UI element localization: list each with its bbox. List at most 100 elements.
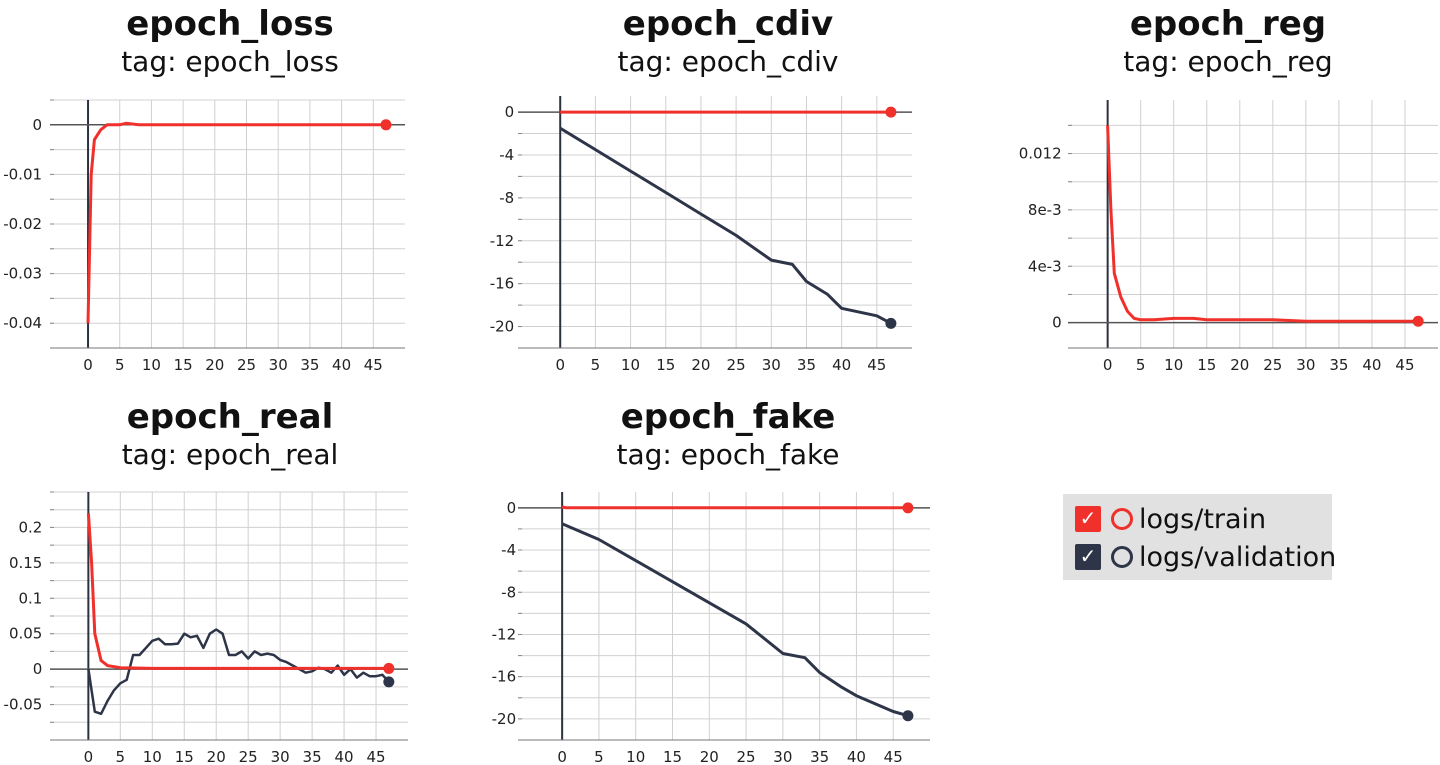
series-line-logs-train [86, 121, 386, 324]
chart-subtitle: tag: epoch_reg [1123, 45, 1332, 78]
legend-panel: ✓ logs/train ✓ logs/validation [1063, 494, 1336, 580]
x-tick-label: 10 [143, 748, 162, 765]
x-tick-label: 25 [1263, 356, 1282, 374]
chart-subtitle: tag: epoch_real [122, 438, 339, 471]
y-tick-label: -16 [490, 275, 515, 293]
x-tick-label: 15 [663, 748, 682, 765]
x-tick-label: 0 [83, 356, 93, 374]
x-tick-label: 40 [332, 356, 351, 374]
series-end-marker [1412, 315, 1424, 327]
y-tick-label: 0 [32, 116, 42, 134]
y-tick-label: 0 [1052, 314, 1062, 332]
x-tick-label: 15 [174, 356, 193, 374]
series-end-marker [383, 676, 395, 688]
legend-label-validation: logs/validation [1139, 541, 1337, 573]
y-tick-label: -8 [499, 189, 514, 207]
train-series-ring-icon [1111, 508, 1133, 530]
chart-subtitle: tag: epoch_fake [617, 438, 840, 471]
y-tick-label: 0.15 [9, 554, 42, 572]
y-tick-label: 0 [33, 660, 43, 678]
x-tick-label: 40 [847, 748, 866, 765]
y-tick-label: -12 [490, 232, 515, 250]
x-tick-label: 30 [762, 356, 781, 374]
series-end-marker [380, 119, 392, 131]
checkbox-validation[interactable]: ✓ [1075, 544, 1101, 570]
x-tick-label: 5 [116, 748, 126, 765]
y-tick-label: 8e-3 [1028, 201, 1062, 219]
chart-subtitle: tag: epoch_loss [121, 45, 339, 78]
legend-label-train: logs/train [1139, 503, 1267, 535]
y-tick-label: -8 [501, 583, 516, 601]
y-tick-label: -0.02 [3, 215, 42, 233]
x-tick-label: 45 [364, 356, 383, 374]
x-tick-label: 15 [175, 748, 194, 765]
y-tick-label: 4e-3 [1028, 257, 1062, 275]
x-tick-label: 25 [239, 748, 258, 765]
x-tick-label: 30 [269, 356, 288, 374]
x-tick-label: 10 [626, 748, 645, 765]
series-line-logs-validation [559, 126, 892, 325]
series-line-logs-train [86, 513, 389, 670]
x-tick-label: 15 [1197, 356, 1216, 374]
x-tick-label: 20 [700, 748, 719, 765]
chart-subtitle: tag: epoch_cdiv [617, 45, 838, 78]
x-tick-label: 5 [594, 748, 604, 765]
series-line-logs-train [1106, 125, 1419, 323]
y-tick-label: -0.03 [3, 265, 42, 283]
x-tick-label: 20 [1230, 356, 1249, 374]
chart-title: epoch_fake [621, 397, 836, 437]
x-tick-label: 0 [555, 356, 565, 374]
x-tick-label: 0 [1103, 356, 1113, 374]
checkbox-train[interactable]: ✓ [1075, 506, 1101, 532]
x-tick-label: 45 [366, 748, 385, 765]
x-tick-label: 30 [773, 748, 792, 765]
y-tick-label: -20 [490, 318, 515, 336]
x-tick-label: 10 [621, 356, 640, 374]
y-tick-label: -20 [492, 710, 517, 728]
x-tick-label: 5 [115, 356, 125, 374]
chart-title: epoch_real [127, 397, 334, 437]
series-line-logs-validation [561, 522, 909, 718]
x-tick-label: 45 [1395, 356, 1414, 374]
y-tick-label: 0.1 [18, 589, 42, 607]
y-tick-label: 0.2 [18, 518, 42, 536]
x-tick-label: 45 [884, 748, 903, 765]
x-tick-label: 35 [303, 748, 322, 765]
chart-title: epoch_cdiv [623, 4, 833, 44]
x-tick-label: 0 [557, 748, 567, 765]
validation-series-ring-icon [1111, 546, 1133, 568]
series-end-marker [902, 710, 914, 722]
x-tick-label: 20 [691, 356, 710, 374]
y-tick-label: 0 [505, 103, 515, 121]
legend-item-validation[interactable]: ✓ logs/validation [1075, 541, 1337, 573]
x-tick-label: 45 [867, 356, 886, 374]
y-tick-label: -0.01 [3, 165, 42, 183]
x-tick-label: 20 [205, 356, 224, 374]
x-tick-label: 10 [1164, 356, 1183, 374]
series-end-marker [885, 106, 897, 118]
y-tick-label: 0 [507, 499, 517, 517]
legend-item-train[interactable]: ✓ logs/train [1075, 503, 1267, 535]
y-tick-label: 0.05 [9, 625, 42, 643]
x-tick-label: 20 [207, 748, 226, 765]
x-tick-label: 35 [797, 356, 816, 374]
y-tick-label: -0.05 [4, 696, 43, 714]
series-line-logs-train [561, 505, 908, 510]
x-tick-label: 40 [335, 748, 354, 765]
x-tick-label: 40 [832, 356, 851, 374]
x-tick-label: 15 [656, 356, 675, 374]
chart-title: epoch_reg [1130, 4, 1326, 44]
x-tick-label: 25 [237, 356, 256, 374]
x-tick-label: 5 [591, 356, 601, 374]
chart-title: epoch_loss [126, 4, 334, 44]
x-tick-label: 25 [737, 748, 756, 765]
x-tick-label: 0 [84, 748, 94, 765]
x-tick-label: 5 [1136, 356, 1146, 374]
x-tick-label: 10 [142, 356, 161, 374]
y-tick-label: -16 [492, 668, 517, 686]
x-tick-label: 35 [810, 748, 829, 765]
